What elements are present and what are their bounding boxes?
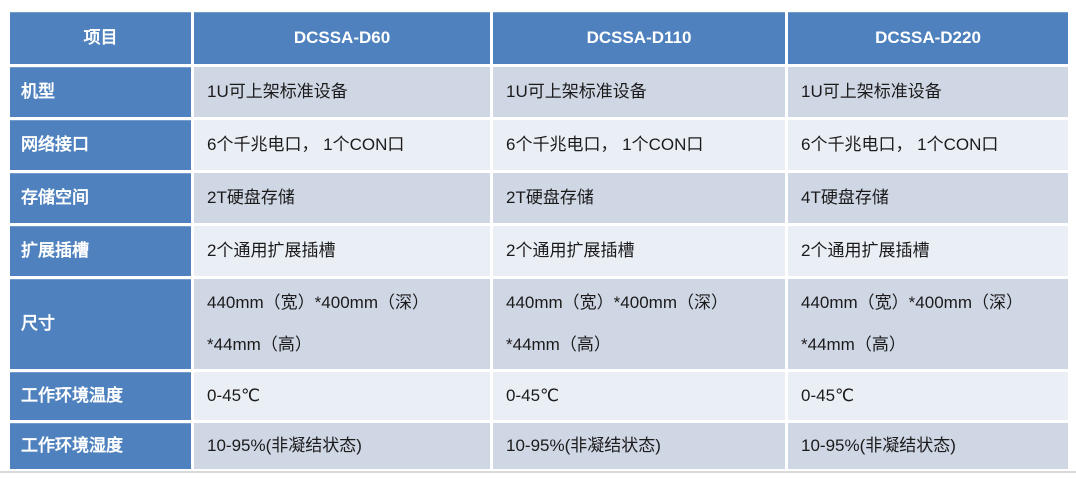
table-cell: 2个通用扩展插槽 (493, 226, 785, 276)
table-cell: 1U可上架标准设备 (788, 67, 1068, 117)
table-cell: 440mm（宽）*400mm（深） *44mm（高） (788, 279, 1068, 369)
table-cell: 0-45℃ (788, 372, 1068, 420)
table-cell: 0-45℃ (493, 372, 785, 420)
row-label: 工作环境湿度 (10, 423, 191, 469)
table-cell: 2个通用扩展插槽 (788, 226, 1068, 276)
column-header-item: 项目 (10, 12, 191, 64)
table-cell: 6个千兆电口， 1个CON口 (194, 120, 490, 170)
table-cell: 1U可上架标准设备 (194, 67, 490, 117)
table-cell: 6个千兆电口， 1个CON口 (493, 120, 785, 170)
table-cell: 10-95%(非凝结状态) (493, 423, 785, 469)
spec-table: 项目 DCSSA-D60 DCSSA-D110 DCSSA-D220 机型 1U… (10, 12, 1068, 469)
column-header-d110: DCSSA-D110 (493, 12, 785, 64)
row-label: 尺寸 (10, 279, 191, 369)
row-label: 工作环境温度 (10, 372, 191, 420)
table-cell: 2个通用扩展插槽 (194, 226, 490, 276)
table-cell: 10-95%(非凝结状态) (788, 423, 1068, 469)
divider-line (0, 471, 1076, 473)
column-header-d220: DCSSA-D220 (788, 12, 1068, 64)
table-cell: 0-45℃ (194, 372, 490, 420)
table-cell: 1U可上架标准设备 (493, 67, 785, 117)
column-header-d60: DCSSA-D60 (194, 12, 490, 64)
table-cell: 440mm（宽）*400mm（深） *44mm（高） (194, 279, 490, 369)
row-label: 扩展插槽 (10, 226, 191, 276)
row-label: 机型 (10, 67, 191, 117)
row-label: 存储空间 (10, 173, 191, 223)
row-label: 网络接口 (10, 120, 191, 170)
table-cell: 440mm（宽）*400mm（深） *44mm（高） (493, 279, 785, 369)
table-cell: 10-95%(非凝结状态) (194, 423, 490, 469)
table-cell: 2T硬盘存储 (493, 173, 785, 223)
table-cell: 4T硬盘存储 (788, 173, 1068, 223)
table-cell: 6个千兆电口， 1个CON口 (788, 120, 1068, 170)
table-cell: 2T硬盘存储 (194, 173, 490, 223)
